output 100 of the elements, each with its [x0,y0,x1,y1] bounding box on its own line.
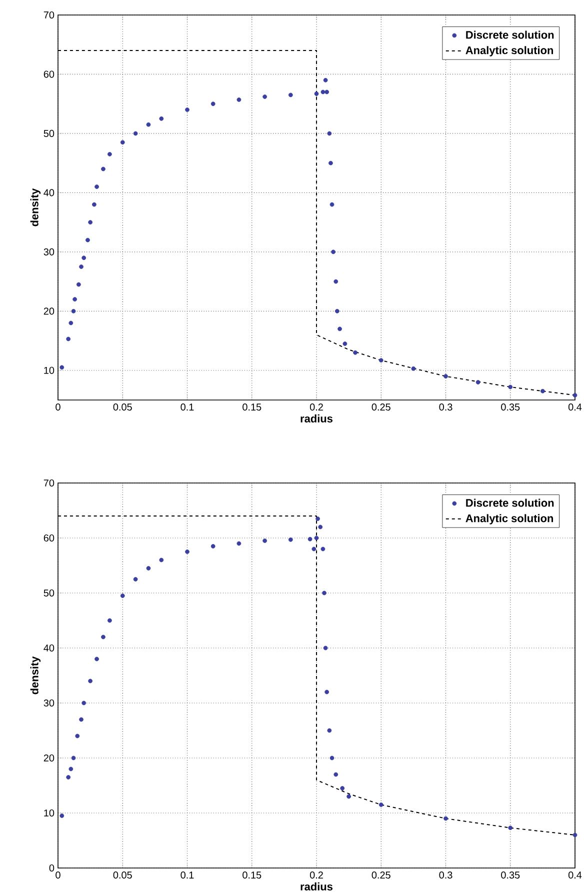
legend-label: Analytic solution [466,46,554,56]
point [82,700,86,706]
x-tick-label: 0.4 [568,872,582,879]
legend-label: Discrete solution [466,498,554,507]
point [331,250,336,254]
point [66,336,71,342]
point [133,577,138,582]
point [353,350,358,355]
point [76,282,81,287]
point [236,541,242,546]
point [185,550,190,554]
point [82,256,86,260]
point [314,92,319,96]
point [444,816,448,821]
x-tick-label: 0 [56,404,60,411]
point [133,131,138,136]
point [308,536,312,542]
point [288,537,293,542]
point [146,566,151,570]
point [322,590,326,596]
y-tick-label: 20 [44,308,54,315]
point [71,756,76,760]
point [314,536,319,540]
point [262,538,267,543]
y-tick-label: 40 [44,189,54,196]
point [572,832,578,838]
point [88,220,93,224]
point [60,365,64,370]
point [88,678,93,684]
y-axis-title: density [30,188,41,226]
point [185,108,190,112]
y-tick-label: 0 [49,864,54,872]
point [75,734,80,738]
x-tick-label: 0.05 [113,404,132,411]
point [378,358,384,362]
x-tick-label: 0.3 [439,404,452,411]
point [328,160,333,166]
point [330,756,334,760]
point [159,116,164,121]
point [236,98,242,102]
point [334,279,338,284]
point [476,380,480,384]
point [316,516,320,521]
y-tick-label: 50 [44,130,54,137]
x-tick-label: 0.3 [439,872,452,879]
point [210,544,216,548]
point [342,342,348,346]
y-tick-label: 40 [44,644,54,652]
point [378,802,384,807]
y-tick-label: 60 [44,70,54,78]
point [94,656,99,662]
point [86,238,90,242]
point [72,297,77,302]
x-tick-label: 0.25 [372,404,390,411]
legend-label: Analytic solution [466,514,554,524]
point [101,634,106,640]
y-axis-title: density [30,656,41,694]
x-tick-label: 0.4 [568,404,582,411]
point [346,794,352,799]
point [318,524,323,530]
x-tick-label: 0.1 [180,872,194,879]
point [79,717,84,722]
point [327,728,332,733]
x-tick-label: 0.35 [501,404,520,411]
point [324,90,330,94]
point [540,388,545,394]
point [262,94,267,99]
y-tick-label: 10 [44,366,54,374]
point [60,814,64,818]
x-axis-title: radius [300,882,332,890]
x-tick-label: 0.15 [242,872,262,879]
point [320,546,326,552]
point [320,90,326,94]
y-tick-label: 70 [44,11,54,19]
x-axis-title: radius [300,414,332,422]
point [324,690,330,694]
point [68,766,74,772]
x-tick-label: 0.05 [113,872,132,879]
point [101,166,106,172]
point [327,131,332,136]
point [108,152,112,156]
y-tick-label: 30 [44,699,54,707]
y-tick-label: 30 [44,248,54,256]
y-tick-label: 20 [44,754,54,762]
point [334,772,338,777]
point [323,646,328,650]
point [79,264,84,269]
point [71,308,76,314]
x-tick-label: 0.35 [501,872,520,879]
x-tick-label: 0.2 [310,872,323,879]
point [92,202,96,207]
x-tick-label: 0.2 [310,404,323,411]
y-tick-label: 50 [44,589,54,597]
point [210,102,216,106]
point [120,594,125,598]
point [508,384,513,390]
x-tick-label: 0.25 [372,872,390,879]
point [340,786,345,790]
point [68,320,74,326]
point [66,775,71,780]
